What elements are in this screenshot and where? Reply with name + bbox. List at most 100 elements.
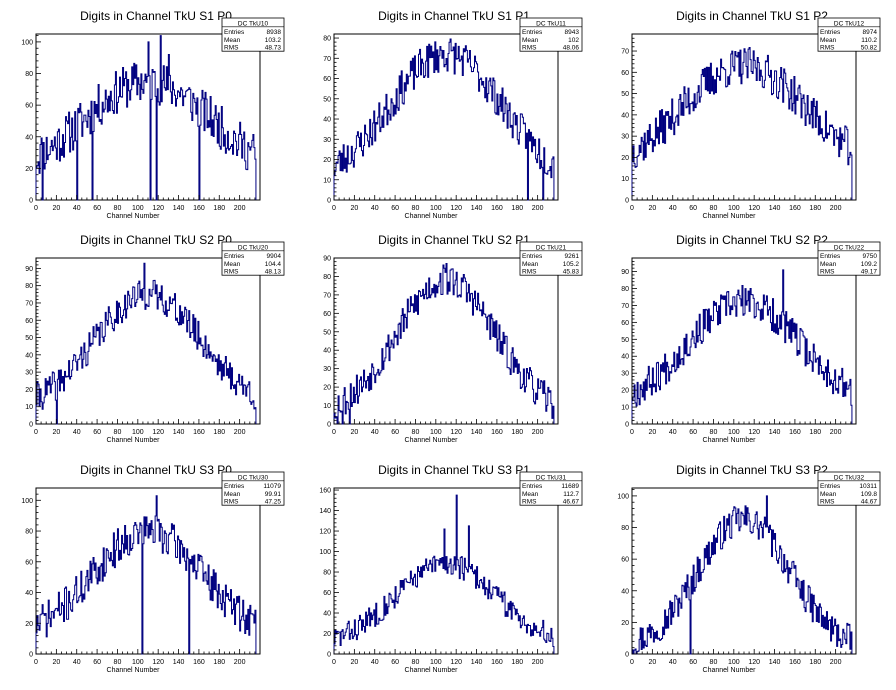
stats-value: 11689 [561,483,579,490]
x-tick-label: 200 [234,205,246,212]
x-tick-label: 120 [450,659,462,666]
y-tick-label: 30 [323,366,331,373]
y-tick-label: 20 [25,387,33,394]
x-tick-label: 140 [173,429,185,436]
y-tick-label: 100 [319,549,331,556]
x-tick-label: 140 [471,429,483,436]
plot-frame [35,487,261,655]
x-tick-label: 60 [93,429,101,436]
x-tick-label: 100 [430,205,442,212]
y-tick-label: 60 [323,311,331,318]
y-tick-label: 80 [323,570,331,577]
x-tick-label: 0 [34,659,38,666]
y-tick-label: 20 [323,385,331,392]
stats-value: 110.2 [861,37,877,44]
x-tick-label: 60 [689,659,697,666]
stats-box-frame [221,241,285,276]
y-tick-label: 20 [621,620,629,627]
x-tick-label: 60 [391,429,399,436]
plot-frame [631,487,857,655]
stats-name: DC TkU30 [238,474,269,481]
x-tick-label: 40 [669,659,677,666]
histogram-series [631,46,853,200]
histogram-panel: Digits in Channel TkU S1 P0 0 20 40 60 80 100 1… [21,9,285,220]
x-tick-label: 100 [430,659,442,666]
x-tick-label: 200 [830,205,842,212]
stats-label: Mean [224,491,241,498]
y-tick-label: 0 [327,652,331,659]
x-tick-label: 140 [769,659,781,666]
y-tick-label: 10 [621,176,629,183]
x-tick-label: 140 [471,205,483,212]
stats-label: RMS [522,499,537,506]
histogram-panel: Digits in Channel TkU S1 P10 20 40 60 80 100 1… [323,9,583,220]
stats-value: 47.25 [265,499,282,506]
histogram-series [333,38,555,201]
y-tick-label: 70 [323,292,331,299]
stats-label: Mean [820,491,837,498]
stats-label: Mean [522,37,539,44]
x-tick-label: 180 [809,205,821,212]
x-axis-label: Channel Number [107,437,161,444]
stats-label: RMS [522,269,537,276]
y-tick-label: 80 [25,529,33,536]
chart-title: Digits in Channel TkU S2 P2 [676,233,828,247]
y-tick-label: 20 [323,157,331,164]
chart-title: Digits in Channel TkU S2 P1 [378,233,530,247]
stats-value: 109.2 [861,261,878,268]
x-tick-label: 200 [532,429,544,436]
x-tick-label: 140 [769,429,781,436]
stats-label: RMS [820,499,835,506]
stats-value: 102 [568,37,579,44]
plot-frame [35,257,261,425]
stats-label: Mean [224,37,241,44]
x-tick-label: 80 [412,205,420,212]
y-tick-label: 60 [621,70,629,77]
y-tick-label: 0 [327,422,331,429]
x-tick-label: 180 [511,205,523,212]
stats-value: 50.82 [861,45,878,52]
stats-box: DC TkU12 Entries 8974 Mean 110.2 RMS 50.82 [817,17,881,52]
y-tick-label: 140 [319,508,331,515]
x-tick-label: 200 [532,659,544,666]
y-tick-label: 50 [621,91,629,98]
x-tick-label: 0 [630,205,634,212]
y-tick-label: 30 [621,134,629,141]
y-tick-label: 40 [323,611,331,618]
stats-box-frame [519,241,583,276]
chart-title: Digits in Channel TkU S3 P0 [80,463,232,477]
y-tick-label: 20 [25,166,33,173]
x-tick-label: 120 [152,659,164,666]
stats-box-frame [221,471,285,506]
stats-value: 9904 [267,253,282,260]
stats-label: Entries [224,483,245,490]
y-tick-label: 120 [319,529,331,536]
histogram-series [35,35,257,201]
stats-label: RMS [224,269,239,276]
y-tick-label: 60 [323,590,331,597]
y-tick-label: 90 [621,269,629,276]
x-tick-label: 80 [710,659,718,666]
x-tick-label: 120 [152,429,164,436]
stats-label: Mean [522,261,539,268]
x-tick-label: 20 [52,429,60,436]
y-tick-label: 90 [323,256,331,263]
y-tick-label: 50 [323,329,331,336]
stats-label: Entries [820,29,841,36]
y-tick-label: 60 [25,103,33,110]
x-tick-label: 20 [648,429,656,436]
x-tick-label: 160 [491,205,503,212]
histogram-panel: Digits in Channel TkU S1 P20 20 40 60 80 100 1… [621,9,881,220]
y-tick-label: 10 [323,403,331,410]
stats-box-frame [817,471,881,506]
x-tick-label: 180 [511,429,523,436]
y-tick-label: 60 [25,559,33,566]
histogram-series [631,495,853,655]
x-tick-label: 180 [809,429,821,436]
x-tick-label: 40 [371,205,379,212]
stats-box: DC TkU21 Entries 9261 Mean 105.2 RMS 45.83 [519,241,583,276]
y-tick-label: 0 [625,198,629,205]
y-tick-label: 80 [323,274,331,281]
plot-frame [631,257,857,425]
stats-label: RMS [224,45,239,52]
